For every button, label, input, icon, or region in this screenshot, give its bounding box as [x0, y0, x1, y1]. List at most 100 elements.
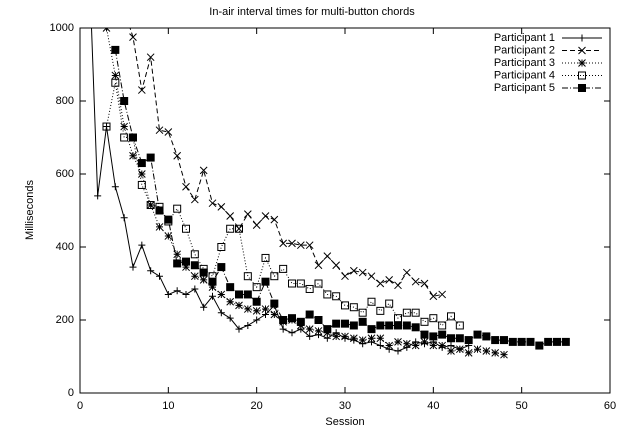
- marker: [235, 290, 243, 299]
- x-tick-label: 0: [77, 400, 83, 412]
- marker: [199, 166, 208, 175]
- x-tick-label: 40: [427, 400, 439, 412]
- marker: [438, 290, 447, 299]
- marker: [173, 204, 182, 213]
- y-tick-label: 200: [56, 314, 74, 326]
- marker: [500, 336, 508, 345]
- marker: [349, 321, 358, 330]
- marker: [305, 284, 314, 293]
- marker: [578, 46, 586, 55]
- marker: [270, 272, 279, 281]
- y-tick-label: 1000: [50, 22, 74, 34]
- marker: [455, 334, 464, 343]
- marker: [102, 122, 111, 131]
- x-tick-label: 30: [339, 400, 351, 412]
- marker: [411, 341, 420, 350]
- marker: [164, 232, 173, 240]
- marker: [385, 341, 394, 350]
- marker: [578, 59, 586, 67]
- marker: [491, 336, 500, 345]
- marker: [182, 224, 190, 233]
- marker: [209, 292, 216, 300]
- marker: [182, 290, 190, 298]
- marker: [261, 253, 270, 262]
- marker: [226, 283, 235, 292]
- marker: [438, 330, 447, 339]
- marker: [578, 84, 586, 92]
- marker: [94, 192, 102, 200]
- marker: [147, 267, 155, 275]
- marker: [173, 287, 181, 295]
- marker: [296, 317, 305, 326]
- marker: [385, 275, 394, 284]
- marker: [191, 285, 199, 293]
- marker: [129, 151, 137, 160]
- marker: [146, 201, 155, 210]
- marker: [111, 183, 119, 191]
- legend-label: Participant 1: [494, 32, 555, 44]
- marker: [367, 297, 376, 306]
- marker: [279, 264, 288, 273]
- marker: [182, 263, 190, 271]
- marker: [385, 321, 394, 330]
- marker: [137, 170, 146, 178]
- marker: [376, 279, 385, 288]
- marker: [111, 78, 120, 87]
- plot-area: [91, 28, 570, 359]
- marker: [306, 332, 314, 340]
- marker: [261, 212, 270, 220]
- series-line: [91, 28, 469, 352]
- marker: [252, 297, 261, 306]
- x-tick-label: 50: [516, 400, 528, 412]
- marker: [578, 71, 586, 80]
- marker: [217, 243, 226, 251]
- marker: [535, 341, 544, 350]
- y-tick-label: 800: [56, 95, 74, 107]
- marker: [199, 268, 208, 277]
- marker: [447, 334, 455, 343]
- marker: [164, 128, 173, 136]
- marker: [173, 250, 182, 259]
- marker: [138, 241, 146, 249]
- marker: [367, 272, 376, 281]
- marker: [402, 339, 411, 348]
- marker: [553, 337, 561, 346]
- marker: [358, 308, 367, 317]
- series-line: [129, 28, 443, 297]
- marker: [526, 337, 535, 346]
- marker: [288, 239, 296, 248]
- marker: [438, 341, 447, 350]
- marker: [190, 250, 199, 259]
- marker: [111, 71, 120, 80]
- marker: [217, 309, 225, 317]
- marker: [279, 316, 288, 324]
- marker: [314, 261, 323, 270]
- marker: [208, 283, 217, 292]
- marker: [447, 347, 455, 355]
- marker: [358, 317, 367, 326]
- marker: [367, 334, 376, 343]
- marker: [323, 325, 332, 334]
- marker: [420, 317, 429, 326]
- marker: [235, 325, 243, 333]
- marker: [305, 310, 314, 319]
- marker: [137, 159, 146, 168]
- marker: [182, 257, 190, 266]
- marker: [517, 337, 526, 346]
- marker: [244, 321, 252, 329]
- marker: [296, 279, 305, 288]
- marker: [420, 279, 429, 288]
- marker: [314, 279, 323, 288]
- marker: [252, 283, 261, 292]
- marker: [341, 332, 349, 341]
- marker: [146, 53, 155, 62]
- marker: [217, 263, 226, 272]
- marker: [208, 277, 217, 286]
- y-axis-label: Milliseconds: [24, 180, 36, 240]
- x-tick-label: 10: [162, 400, 174, 412]
- marker: [411, 308, 420, 317]
- marker: [349, 266, 358, 275]
- marker: [164, 215, 173, 224]
- marker: [235, 224, 243, 233]
